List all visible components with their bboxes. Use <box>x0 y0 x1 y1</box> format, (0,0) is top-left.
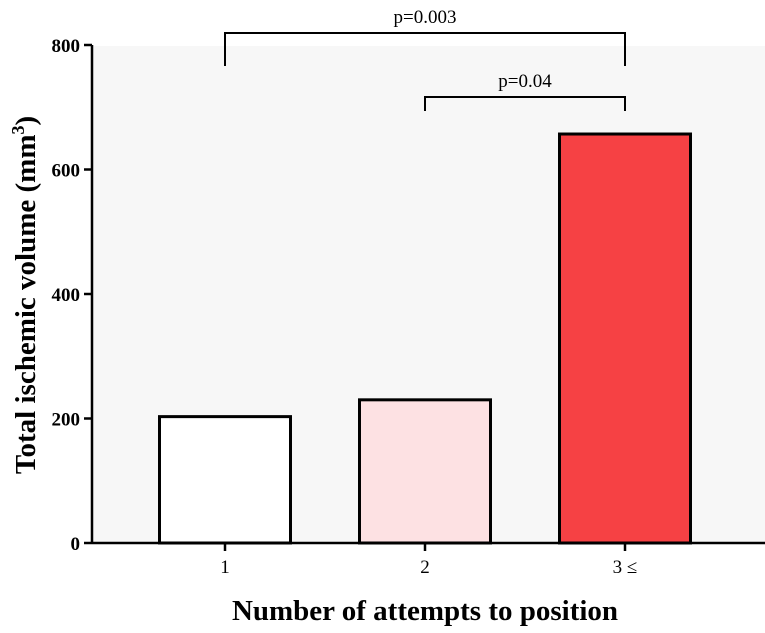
significance-bracket <box>424 96 626 111</box>
y-axis-title-close: ) <box>10 116 42 126</box>
y-axis-title-main: Total ischemic volume (mm <box>10 135 42 475</box>
y-tick-label: 800 <box>52 36 81 57</box>
y-tick-label: 600 <box>52 161 81 182</box>
significance-label: p=0.003 <box>394 7 457 28</box>
bar-3 <box>558 132 692 545</box>
bar-1 <box>158 415 292 545</box>
x-tick-label: 2 <box>420 557 430 578</box>
significance-bracket <box>224 32 626 66</box>
x-axis-title: Number of attempts to position <box>232 595 618 627</box>
significance-label: p=0.04 <box>498 71 552 92</box>
y-tick-label: 0 <box>71 534 81 555</box>
y-axis-title-superscript: 3 <box>8 126 28 135</box>
y-tick-label: 200 <box>52 410 81 431</box>
y-tick-label: 400 <box>52 285 81 306</box>
y-axis-title: Total ischemic volume (mm3) <box>8 116 42 474</box>
bar-2 <box>358 398 492 545</box>
x-tick-label: 3 ≤ <box>613 557 638 578</box>
x-tick-label: 1 <box>220 557 230 578</box>
